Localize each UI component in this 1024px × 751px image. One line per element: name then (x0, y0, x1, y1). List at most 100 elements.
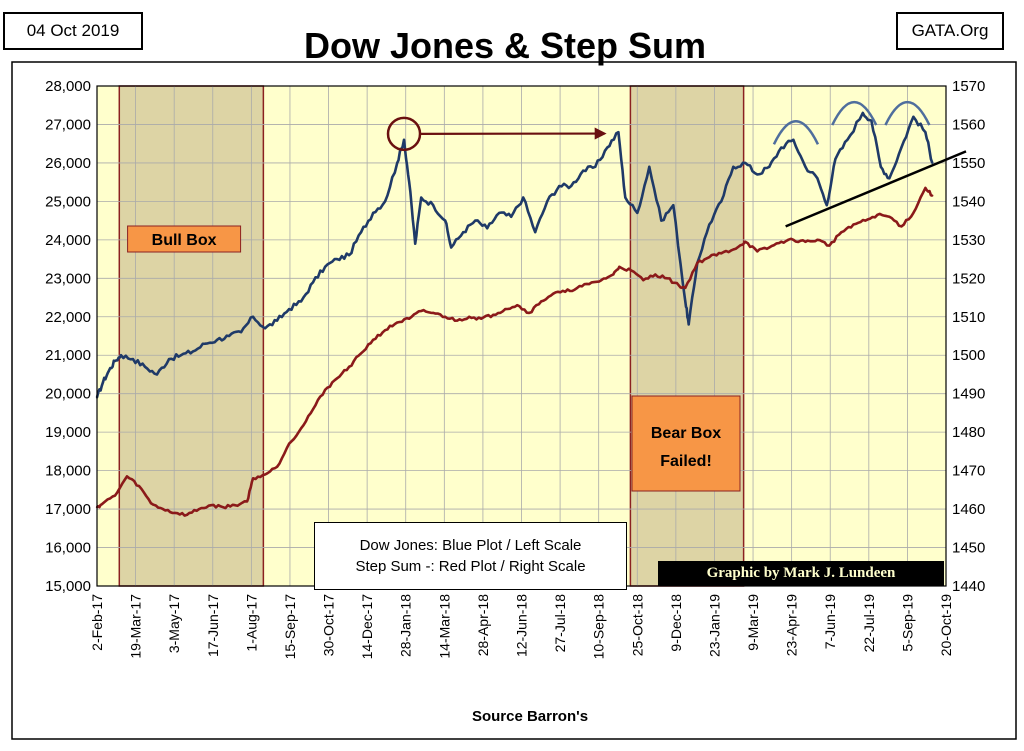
date-label: 04 Oct 2019 (3, 12, 143, 50)
dow-jones-point (606, 146, 609, 149)
step-sum-point (468, 315, 471, 318)
y-right-tick-label: 1460 (952, 501, 985, 518)
grid (96, 85, 947, 587)
step-sum-point (300, 427, 303, 430)
dow-jones-point (660, 219, 663, 222)
step-sum-point (852, 223, 855, 226)
y-right-tick-label: 1440 (952, 578, 985, 595)
x-tick-label: 19-Mar-17 (128, 594, 144, 659)
dow-jones-point (636, 211, 639, 215)
step-sum-point (324, 388, 327, 391)
axes: 15,000 16,000 17,000 18,000 19,000 20,000 21,0… (45, 78, 985, 659)
dow-jones-point (672, 204, 675, 207)
dow-jones-point (870, 119, 873, 122)
dow-jones-point (191, 350, 195, 353)
x-tick-label: 10-Sep-18 (591, 594, 607, 660)
step-sum-point (666, 277, 669, 280)
dow-jones-point (834, 157, 837, 161)
step-sum-point (564, 290, 567, 293)
y-right-tick-label: 1510 (952, 309, 985, 326)
callout-box-bull (127, 225, 242, 253)
step-sum-point (630, 269, 633, 272)
dow-jones-point (617, 131, 620, 134)
dow-jones-point (684, 300, 687, 303)
site-label: GATA.Org (896, 12, 1004, 50)
dow-jones-point (384, 200, 387, 203)
y-right-tick-label: 1540 (952, 193, 985, 210)
y-left-tick-label: 24,000 (45, 232, 91, 249)
dow-jones-point (558, 184, 561, 188)
step-sum-point (816, 238, 819, 241)
dow-jones-point (879, 165, 882, 168)
step-sum-point (137, 484, 141, 488)
step-sum-point (618, 265, 621, 268)
dow-jones-point (107, 369, 111, 372)
y-right-tick-label: 1450 (952, 540, 985, 557)
dow-jones-line (95, 111, 934, 398)
dow-jones-point (534, 231, 537, 234)
y-left-tick-label: 16,000 (45, 540, 91, 557)
dow-jones-point (227, 334, 231, 338)
dow-jones-point (912, 115, 915, 118)
step-sum-point (287, 442, 291, 445)
dow-jones-point (486, 227, 489, 230)
legend-box: Dow Jones: Blue Plot / Left Scale Step S… (314, 522, 627, 590)
y-right-tick-label: 1550 (952, 155, 985, 172)
x-tick-label: 30-Oct-17 (321, 594, 337, 656)
x-tick-label: 5-Sep-19 (899, 594, 915, 652)
dow-jones-point (816, 177, 819, 180)
dow-jones-point (825, 204, 828, 207)
dow-jones-point (444, 219, 447, 222)
step-sum-point (101, 502, 105, 505)
step-sum-point (924, 186, 927, 190)
step-sum-point (149, 502, 153, 505)
dow-jones-point (861, 111, 864, 115)
dow-jones-point (756, 173, 759, 176)
step-sum-point (275, 465, 279, 468)
dow-jones-point (113, 359, 117, 363)
dow-jones-point (167, 357, 171, 361)
dow-jones-point (708, 223, 711, 226)
dow-jones-point (624, 196, 627, 199)
step-sum-point (113, 494, 117, 497)
callout-text-bull: Bull Box (152, 232, 217, 249)
y-right-tick-label: 1520 (952, 270, 985, 287)
x-tick-label: 15-Sep-17 (282, 594, 298, 660)
step-sum-point (756, 250, 759, 253)
dow-jones-point (215, 338, 219, 341)
step-sum-point (263, 473, 267, 476)
shaded-region-bear-box (629, 85, 745, 587)
dow-jones-point (119, 354, 123, 357)
y-right-tick-label: 1470 (952, 463, 985, 480)
dow-jones-point (336, 257, 339, 261)
step-sum-point (209, 504, 213, 507)
x-tick-label: 17-Jun-17 (205, 594, 221, 657)
dow-jones-point (462, 231, 465, 234)
step-sum-point (245, 500, 249, 503)
step-sum-point (251, 477, 255, 480)
y-left-tick-label: 15,000 (45, 578, 91, 595)
legend-entry-dow: Dow Jones: Blue Plot / Left Scale (359, 537, 582, 554)
step-sum-point (576, 286, 579, 290)
step-sum-point (197, 507, 201, 511)
shaded-region-bull-box (118, 85, 265, 587)
head-shoulder-arc (884, 100, 931, 126)
x-tick-label: 14-Mar-18 (436, 594, 452, 659)
dow-jones-point (931, 161, 934, 165)
head-shoulder-arc (772, 120, 820, 145)
dow-jones-point (546, 200, 549, 203)
step-sum-point (516, 304, 519, 307)
x-tick-label: 23-Apr-19 (784, 594, 800, 656)
step-sum-point (312, 407, 315, 411)
dow-jones-point (179, 354, 183, 357)
step-sum-point (840, 231, 843, 234)
x-tick-label: 28-Jan-18 (398, 594, 414, 657)
dow-jones-point (414, 242, 417, 245)
dow-jones-point (420, 196, 423, 199)
y-right-tick-label: 1530 (952, 232, 985, 249)
step-sum-point (768, 246, 771, 249)
step-sum-point (612, 273, 615, 276)
y-left-tick-label: 26,000 (45, 155, 91, 172)
dow-jones-point (131, 357, 135, 361)
